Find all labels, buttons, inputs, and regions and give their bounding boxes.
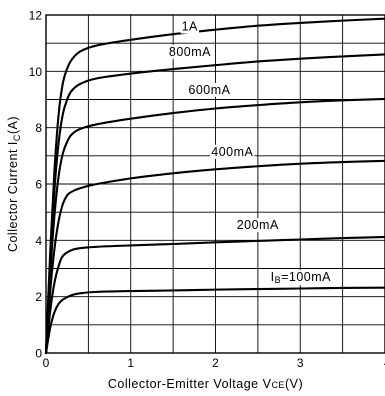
series-label: IB=100mA	[271, 270, 332, 285]
y-tick-label: 2	[35, 290, 42, 304]
curve-labels: IB=100mA 200mA 400mA 600mA 800mA 1A	[167, 19, 333, 286]
series-line	[44, 97, 385, 355]
series-label: 600mA	[188, 83, 230, 97]
series-line	[44, 53, 385, 355]
plot-frame	[45, 14, 385, 354]
series-line	[44, 17, 385, 355]
x-tick-label: 0	[43, 356, 50, 370]
series-label: 200mA	[237, 218, 279, 232]
series-line	[44, 159, 385, 355]
x-tick-label: 3	[297, 356, 304, 370]
y-tick-label: 6	[35, 178, 42, 192]
series-label-bg	[235, 218, 280, 233]
series-group	[44, 17, 385, 355]
series-line	[44, 286, 385, 355]
series-label-bg	[167, 44, 213, 59]
series-label-bg	[187, 82, 232, 97]
y-tick-label: 10	[29, 65, 43, 79]
series-label-bg	[210, 144, 255, 159]
series-label-bg	[269, 270, 333, 286]
y-tick-label: 8	[35, 121, 42, 135]
series-label: 1A	[182, 19, 198, 33]
x-tick-label: 1	[127, 356, 134, 370]
y-tick-label: 0	[35, 347, 42, 361]
x-tick-label: 2	[212, 356, 219, 370]
series-line	[44, 235, 385, 355]
x-axis-label: Collector-Emitter Voltage VCE(V)	[108, 377, 303, 391]
y-tick-label: 4	[35, 234, 42, 248]
y-axis-label: Collector Current IC(A)	[6, 116, 22, 252]
tick-labels: 02468101201234	[29, 9, 385, 371]
series-label-bg	[180, 19, 200, 34]
series-label: 400mA	[211, 145, 253, 159]
y-tick-label: 12	[29, 9, 43, 23]
series-label: 800mA	[169, 45, 211, 59]
